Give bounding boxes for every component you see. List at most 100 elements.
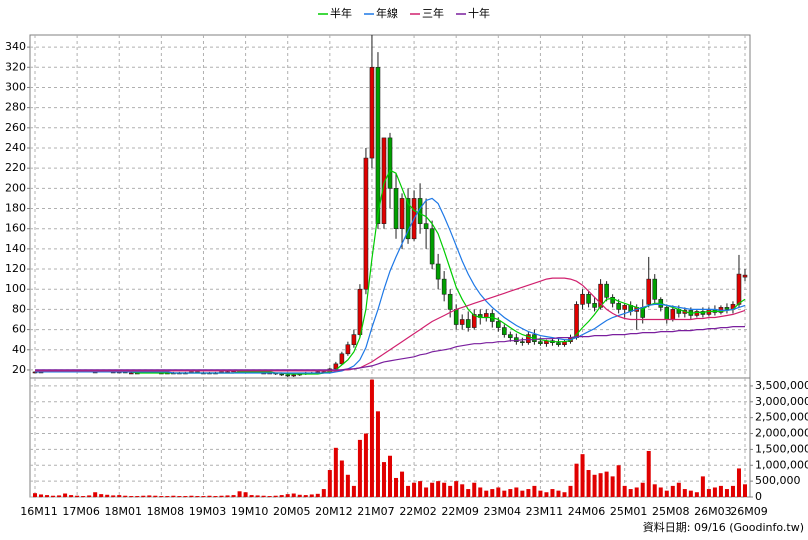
volume-bar xyxy=(574,463,579,497)
volume-bar xyxy=(388,455,392,497)
volume-bar xyxy=(562,492,567,497)
volume-bar xyxy=(700,476,705,497)
volume-bar xyxy=(291,493,296,497)
volume-bar xyxy=(99,494,104,497)
candle-body xyxy=(616,303,621,310)
volume-bar xyxy=(676,482,681,497)
y2-tick-label: 0 xyxy=(755,490,762,503)
volume-bar xyxy=(249,495,254,497)
volume-bar xyxy=(171,495,176,497)
volume-bar xyxy=(69,495,74,497)
ma-line xyxy=(35,277,746,372)
volume-bar xyxy=(496,487,501,497)
x-tick-label: 17M06 xyxy=(62,505,100,518)
volume-bar xyxy=(688,490,693,497)
volume-bar xyxy=(375,411,380,497)
candle-body xyxy=(742,274,748,278)
volume-bar xyxy=(550,489,555,497)
x-tick-label: 16M11 xyxy=(20,505,58,518)
volume-bar xyxy=(243,492,248,497)
volume-bar xyxy=(165,496,170,497)
volume-bar xyxy=(369,379,374,497)
candle-body xyxy=(586,293,591,304)
volume-bar xyxy=(490,489,495,497)
y-tick-label: 80 xyxy=(12,302,26,315)
candle-body xyxy=(496,321,501,328)
y2-tick-label: 2,000,000 xyxy=(755,427,808,440)
candle-body xyxy=(333,363,339,370)
volume-bar xyxy=(460,484,465,497)
volume-bar xyxy=(315,493,320,497)
volume-bar xyxy=(628,489,633,497)
volume-bar xyxy=(472,482,477,497)
volume-bar xyxy=(255,495,260,497)
volume-bar xyxy=(333,447,338,497)
volume-bar xyxy=(442,482,447,497)
volume-bar xyxy=(454,481,459,497)
volume-bar xyxy=(658,487,663,497)
volume-bar xyxy=(93,492,98,497)
candle-body xyxy=(526,334,531,343)
volume-bar xyxy=(580,454,585,497)
y-tick-label: 220 xyxy=(5,161,26,174)
candle-body xyxy=(279,373,284,376)
volume-bar xyxy=(682,489,687,497)
y-tick-label: 100 xyxy=(5,282,26,295)
volume-bar xyxy=(57,495,62,497)
y-tick-label: 340 xyxy=(5,40,26,53)
volume-bar xyxy=(706,489,711,497)
source-note: 資料日期: 09/16 (Goodinfo.tw) xyxy=(643,520,804,534)
volume-bar xyxy=(412,482,417,497)
candle-body xyxy=(465,319,471,328)
candle-body xyxy=(483,313,489,318)
volume-bar xyxy=(502,490,507,497)
volume-bar xyxy=(568,485,573,497)
y2-tick-label: 3,500,000 xyxy=(755,379,808,392)
x-tick-label: 22M02 xyxy=(399,505,437,518)
volume-bar xyxy=(622,485,627,497)
candle-body xyxy=(291,374,297,377)
candle-body xyxy=(622,305,627,310)
y-tick-label: 260 xyxy=(5,121,26,134)
volume-bar xyxy=(261,495,266,497)
volume-bar xyxy=(436,481,441,497)
volume-bar xyxy=(273,495,278,497)
candle-body xyxy=(369,66,375,159)
volume-bar xyxy=(345,474,350,497)
candle-body xyxy=(375,66,381,224)
x-tick-label: 25M08 xyxy=(652,505,690,518)
x-tick-label: 26M03 xyxy=(694,505,732,518)
ma-line xyxy=(35,169,746,375)
volume-bar xyxy=(75,495,80,497)
volume-bar xyxy=(508,489,513,497)
volume-bar xyxy=(694,492,699,497)
volume-bar xyxy=(724,489,729,497)
candle-body xyxy=(441,278,447,295)
volume-bar xyxy=(87,495,92,497)
volume-bar xyxy=(207,495,212,497)
volume-bar xyxy=(610,476,615,497)
volume-bar xyxy=(394,477,399,497)
candle-body xyxy=(429,228,435,265)
volume-bar xyxy=(201,496,206,497)
volume-bar xyxy=(189,495,194,497)
x-tick-label: 19M10 xyxy=(231,505,269,518)
candle-body xyxy=(285,374,291,377)
candle-body xyxy=(471,314,477,328)
volume-bar xyxy=(279,495,284,497)
volume-bar xyxy=(520,490,525,497)
x-tick-label: 20M05 xyxy=(273,505,311,518)
ma-line xyxy=(35,326,745,371)
volume-bar xyxy=(418,481,423,497)
candle-body xyxy=(423,223,429,229)
x-tick-label: 23M11 xyxy=(526,505,564,518)
volume-bar xyxy=(538,490,543,497)
candle-body xyxy=(387,137,393,189)
x-tick-label: 19M03 xyxy=(189,505,227,518)
candle-body xyxy=(128,372,134,375)
volume-bar xyxy=(231,495,236,497)
candle-body xyxy=(435,263,441,280)
y2-tick-label: 1,000,000 xyxy=(755,458,808,471)
volume-bar xyxy=(285,494,290,497)
